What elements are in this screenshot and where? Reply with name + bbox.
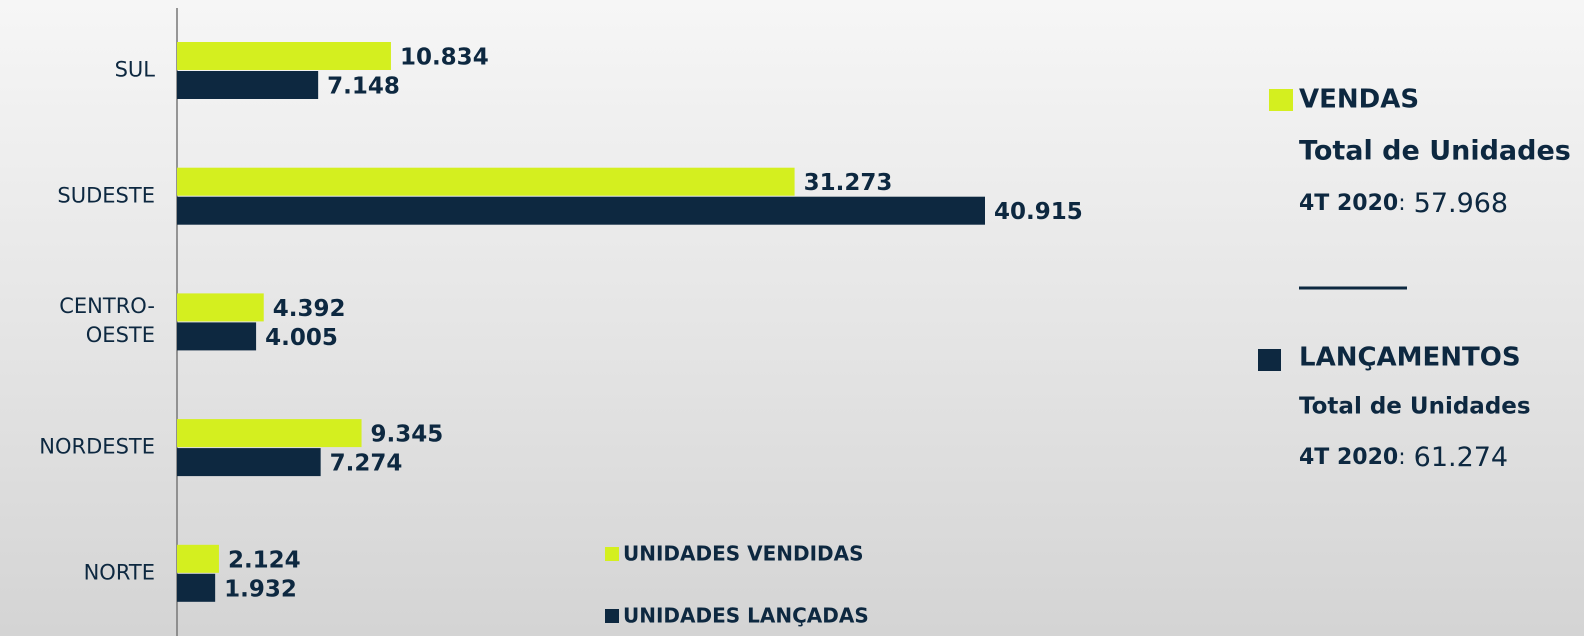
category-label: SUL <box>35 56 155 85</box>
value-label: 10.834 <box>400 45 489 71</box>
bar <box>177 42 391 70</box>
bar <box>177 71 318 99</box>
bar <box>177 419 362 447</box>
bar <box>177 574 215 602</box>
summary-swatch <box>1258 349 1281 371</box>
category-label: CENTRO-OESTE <box>35 292 155 350</box>
bar <box>177 545 219 573</box>
value-label: 1.932 <box>224 576 297 602</box>
category-label: NORTE <box>35 558 155 587</box>
summary-value: 61.274 <box>1414 442 1508 473</box>
value-label: 9.345 <box>371 422 444 448</box>
summary-period: 4T 2020 <box>1299 445 1398 470</box>
bar <box>177 197 985 225</box>
chart: 10.8347.148 31.273 40.915 4.392 4.005 9.345 7.… <box>0 0 1584 636</box>
value-label: 2.124 <box>228 547 301 573</box>
legend-label: UNIDADES VENDIDAS <box>623 542 864 566</box>
value-label: 7.148 <box>327 74 400 100</box>
summary-separator: : <box>1398 191 1405 216</box>
bar <box>177 448 321 476</box>
value-label: 31.273 <box>804 170 893 196</box>
summary-subtitle: Total de Unidades <box>1299 394 1531 420</box>
category-label: SUDESTE <box>35 181 155 210</box>
summary-separator: : <box>1398 445 1405 470</box>
summary-title: LANÇAMENTOS <box>1299 343 1521 373</box>
legend-label: UNIDADES LANÇADAS <box>623 604 869 628</box>
bar <box>177 168 795 196</box>
value-label: 40.915 <box>994 199 1083 225</box>
page: 10.8347.148 31.273 40.915 4.392 4.005 9.345 7.… <box>0 0 1584 636</box>
value-label: 4.392 <box>273 296 346 322</box>
value-label: 7.274 <box>330 451 403 477</box>
summary-line: 4T 2020:61.274 <box>1299 442 1508 473</box>
legend-swatch <box>605 609 619 623</box>
summary-title: VENDAS <box>1299 85 1419 115</box>
bar <box>177 322 256 350</box>
summary-swatch <box>1269 89 1293 111</box>
bar <box>177 293 264 321</box>
summary-period: 4T 2020 <box>1299 191 1398 216</box>
value-label: 4.005 <box>265 325 338 351</box>
summary-line: 4T 2020:57.968 <box>1299 188 1508 219</box>
legend-swatch <box>605 547 619 561</box>
summary-value: 57.968 <box>1414 188 1508 219</box>
category-label: NORDESTE <box>35 433 155 462</box>
summary-subtitle: Total de Unidades <box>1299 136 1571 167</box>
